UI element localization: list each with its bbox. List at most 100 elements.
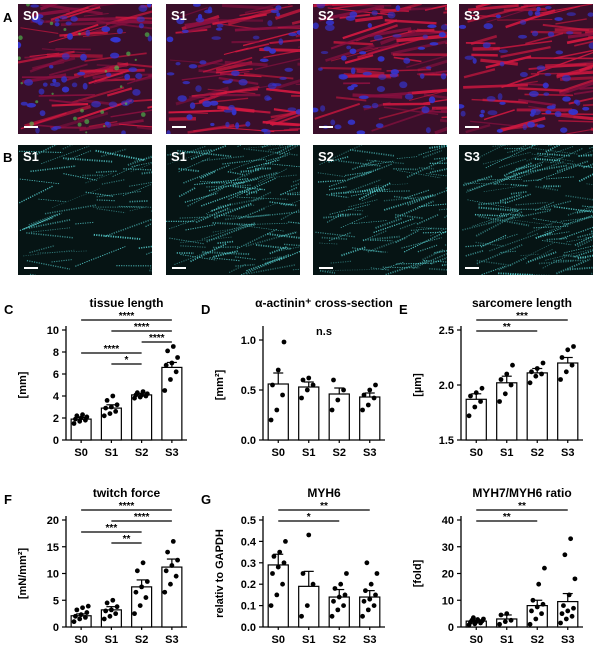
micrograph-a-s0 [18,4,152,134]
tile-a-s3: S3 [459,4,593,134]
data-point [85,603,91,609]
x-tick-label: S3 [363,447,376,459]
data-point [304,603,310,608]
data-point [107,411,113,416]
scale-bar [319,126,333,128]
data-point [367,596,373,602]
data-point [306,532,312,538]
data-point [274,407,280,413]
data-point [310,581,316,587]
y-tick-label: 0.4 [241,536,257,548]
data-point [108,607,114,613]
data-point [569,362,575,368]
data-point [329,407,335,413]
bar-s3 [161,566,183,628]
micrograph-b-s1b [166,145,300,275]
chart-title: sarcomere length [472,296,572,310]
data-point [170,539,176,544]
data-point [374,571,380,576]
significance-label: ** [518,501,526,512]
y-tick-label: 10 [442,595,454,607]
data-point [331,377,336,383]
bar-s1 [298,386,320,441]
data-point [364,560,370,566]
data-point [113,611,119,617]
data-point [163,568,169,574]
data-point [173,369,179,375]
data-point [74,413,80,419]
y-tick-label: 0.3 [241,558,256,570]
panel-letter-a: A [3,10,13,25]
data-point [283,539,288,544]
data-point [110,393,116,399]
data-point [140,389,146,394]
data-point [569,613,575,619]
chart-title: MYH6 [307,486,341,500]
data-point [498,612,504,618]
data-point [162,589,168,595]
data-point [101,616,107,622]
data-point [299,395,304,401]
data-point [478,399,483,404]
data-point [101,413,107,419]
data-point [134,568,140,574]
data-point [84,414,90,420]
micrograph-a-s1 [166,4,300,134]
y-tick-label: 30 [442,542,454,554]
data-point [508,382,514,388]
y-tick-label: 0 [448,622,454,634]
data-point [527,621,533,627]
data-point [559,355,565,360]
data-point [144,579,150,584]
tile-a-s2: S2 [313,4,447,134]
panel-letter: F [4,492,12,507]
data-point [144,391,150,397]
data-point [268,603,274,608]
bar-s1 [496,382,518,441]
data-point [275,367,281,373]
data-point [342,592,348,598]
scale-bar [465,126,479,128]
data-point [80,412,85,418]
tile-label: S1 [171,8,187,23]
data-point [540,360,546,366]
tile-label: S3 [464,149,480,164]
y-tick-label: 0 [53,435,59,447]
data-point [536,581,542,587]
data-point [371,603,377,608]
data-point [571,605,576,611]
data-point [78,612,84,618]
data-point [534,366,540,371]
data-point [361,598,367,604]
scale-bar [319,267,333,269]
data-point [137,603,143,608]
data-point [360,613,365,619]
chart-title: MYH7/MYH6 ratio [472,486,571,500]
x-tick-label: S3 [561,447,574,459]
data-point [475,617,481,622]
micrograph-b-s3 [459,145,593,275]
x-tick-label: S2 [333,634,346,646]
data-point [114,402,120,408]
data-point [74,607,80,613]
data-point [139,584,145,590]
panel-letter: C [4,302,14,317]
x-tick-label: S3 [561,634,574,646]
x-tick-label: S1 [500,447,513,459]
annotation-label: n.s [316,326,332,338]
data-point [173,573,179,579]
x-tick-label: S1 [500,634,513,646]
data-point [103,405,109,411]
data-point [332,586,338,591]
data-point [80,605,85,611]
data-point [363,588,368,594]
data-point [73,613,78,619]
data-point [562,552,568,558]
y-axis-label: relativ to GAPDH [214,529,226,618]
y-axis-label: [µm] [412,373,424,397]
tile-label: S1 [171,149,187,164]
data-point [329,613,335,619]
data-point [143,595,149,600]
